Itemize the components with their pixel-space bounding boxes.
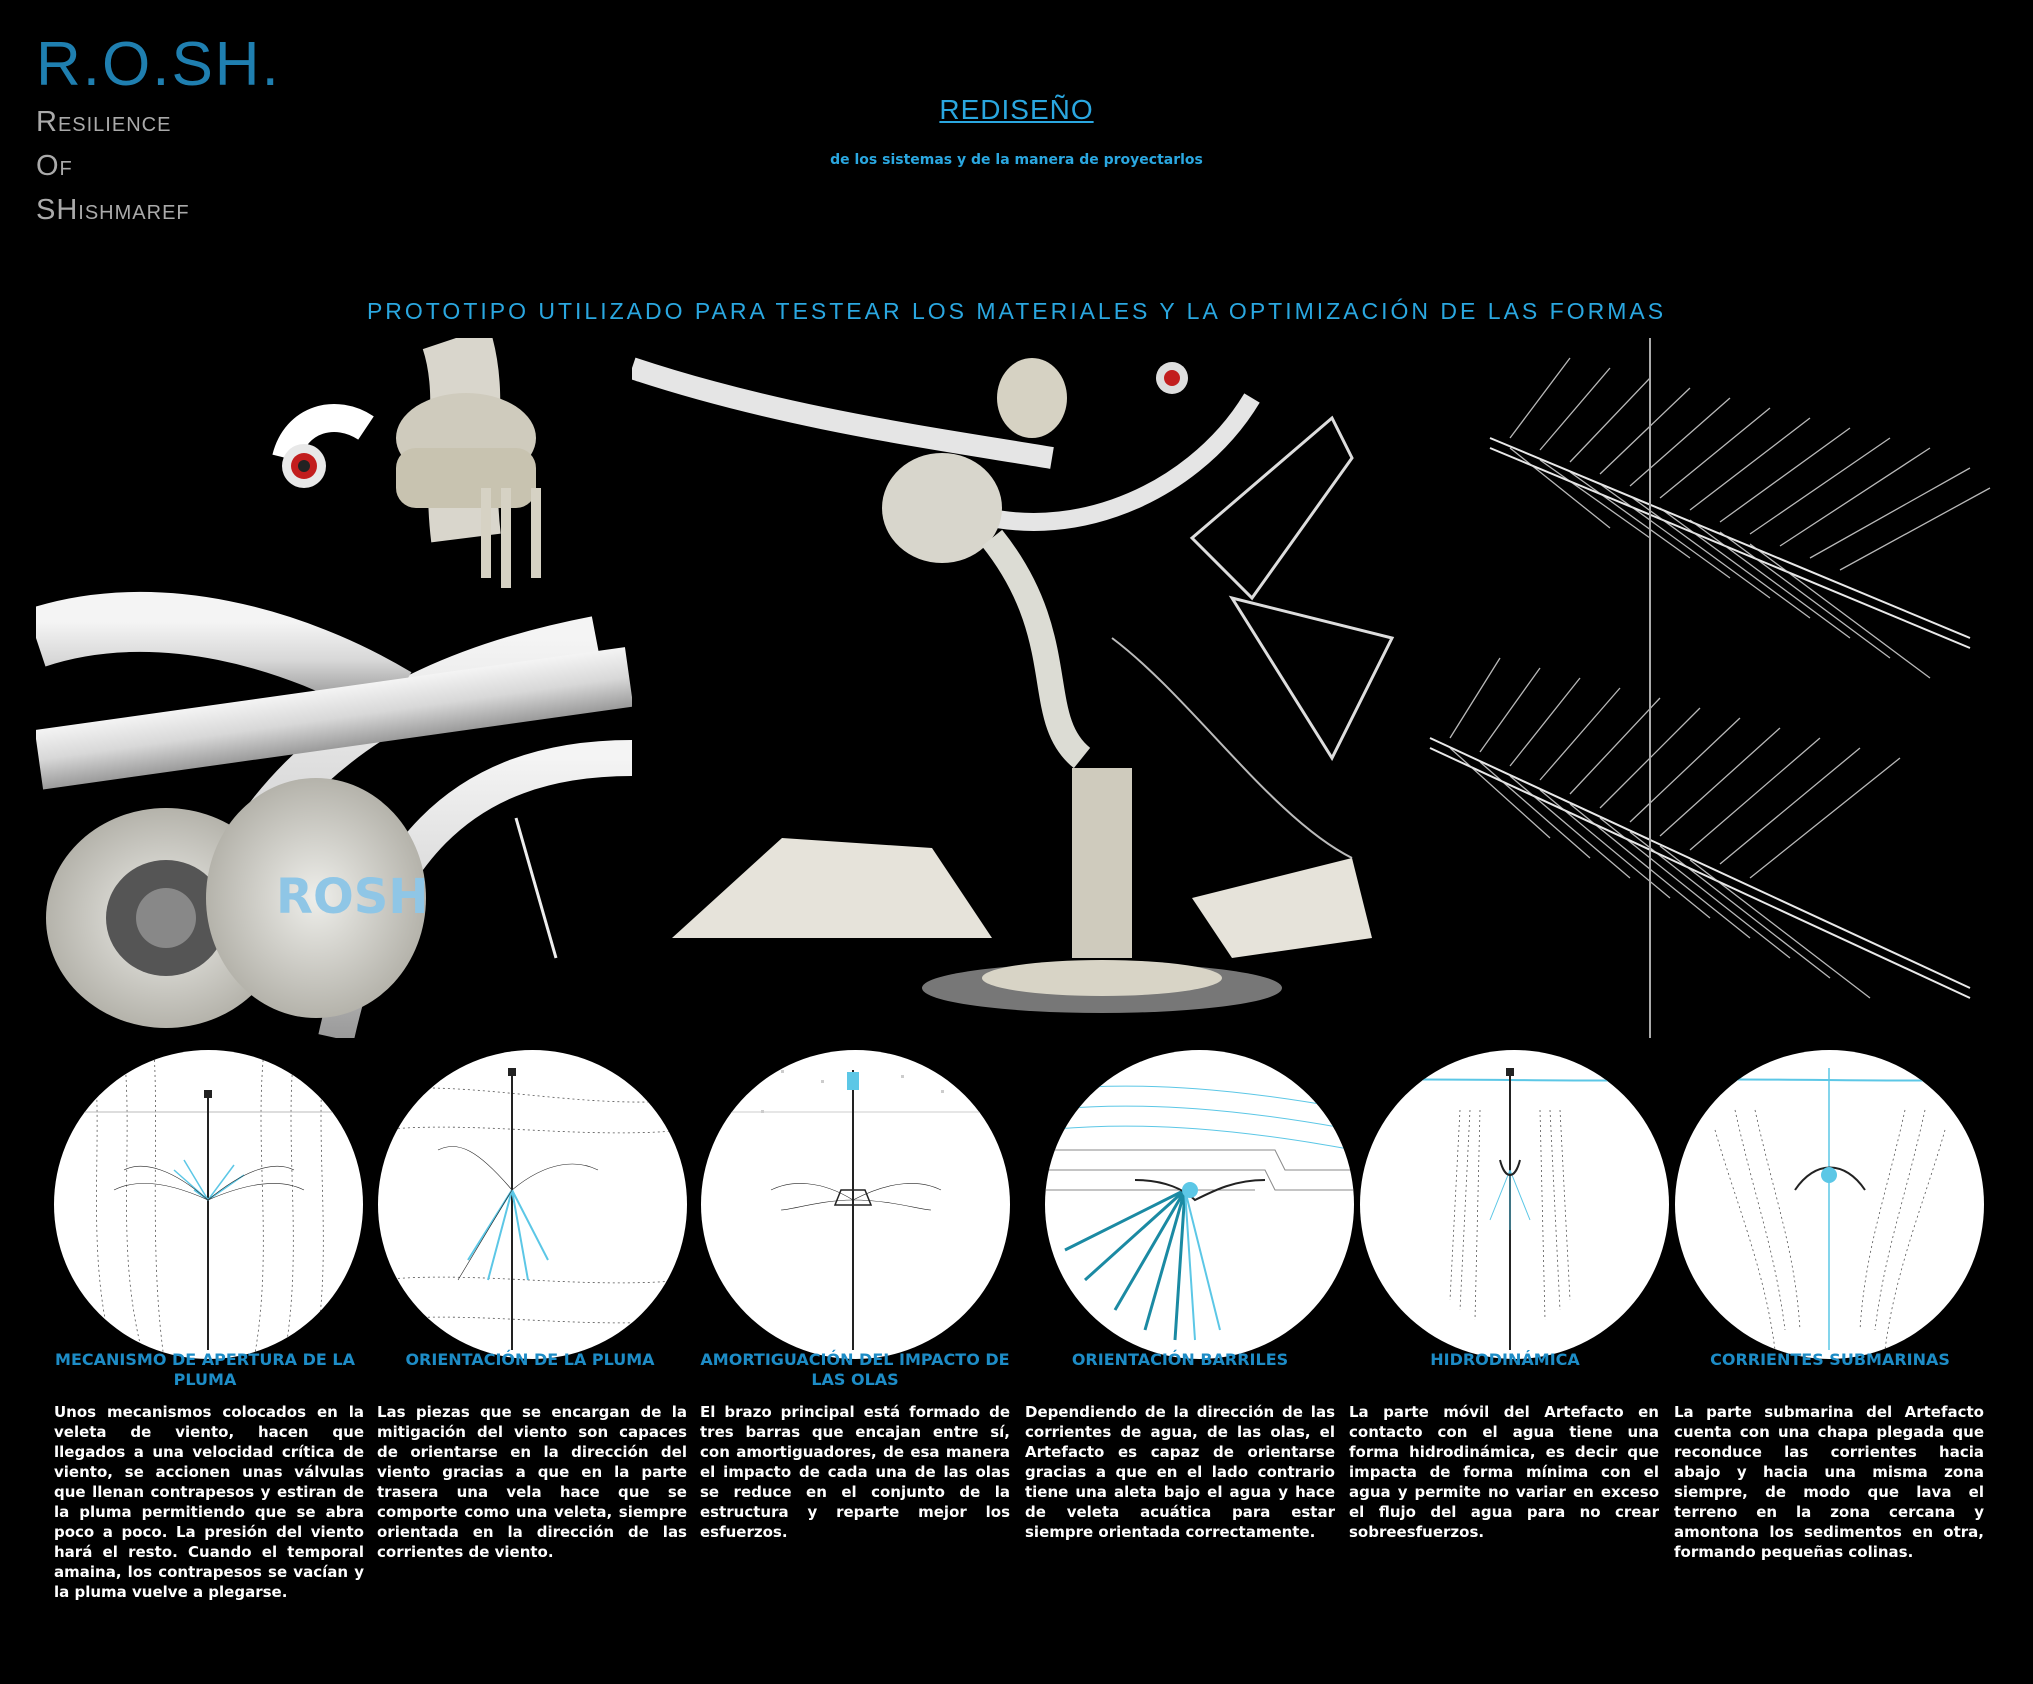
text-plume-opening: Unos mecanismos colocados en la veleta d…	[54, 1403, 364, 1601]
photo-rosh-label: ROSH	[276, 869, 429, 925]
text-barrel-orientation: Dependiendo de la dirección de las corri…	[1025, 1403, 1335, 1541]
logo: R.O.SH. Resilience Of SHishmaref	[36, 30, 281, 232]
logo-line-resilience: Resilience	[36, 106, 172, 138]
diagram-barrel-orientation	[1045, 1050, 1354, 1359]
text-underwater-currents: La parte submarina del Artefacto cuenta …	[1674, 1403, 1984, 1561]
diagram-wave-damping	[701, 1050, 1010, 1359]
text-wave-damping: El brazo principal está formado de tres …	[700, 1403, 1010, 1541]
logo-line-of: Of	[36, 150, 73, 182]
prototype-title: PROTOTIPO UTILIZADO PARA TESTEAR LOS MAT…	[366, 298, 1667, 324]
diagram-plume-opening	[54, 1050, 363, 1359]
photo-joint-closeup: ROSH	[36, 338, 632, 1038]
text-plume-orientation: Las piezas que se encargan de la mitigac…	[377, 1403, 687, 1561]
page-subtitle: de los sistemas y de la manera de proyec…	[830, 152, 1203, 168]
diagram-hydrodynamics	[1360, 1050, 1669, 1359]
photo-full-model	[632, 338, 1410, 1038]
logo-line-shishmaref: SHishmaref	[36, 194, 190, 226]
caption-plume-orientation: ORIENTACIÓN DE LA PLUMA	[405, 1350, 655, 1369]
caption-wave-damping: AMORTIGUACIÓN DEL IMPACTO DE LAS OLAS	[700, 1350, 1010, 1389]
photo-feathers	[1410, 338, 1997, 1038]
caption-barrel-orientation: ORIENTACIÓN BARRILES	[1071, 1350, 1289, 1369]
diagram-underwater-currents	[1675, 1050, 1984, 1359]
logo-title: R.O.SH.	[36, 30, 281, 99]
caption-plume-opening: MECANISMO DE APERTURA DE LA PLUMA	[55, 1350, 355, 1389]
diagram-plume-orientation	[378, 1050, 687, 1359]
page-title: REDISEÑO	[939, 94, 1094, 125]
caption-underwater-currents: CORRIENTES SUBMARINAS	[1710, 1350, 1950, 1369]
caption-hydrodynamics: HIDRODINÁMICA	[1430, 1350, 1580, 1369]
text-hydrodynamics: La parte móvil del Artefacto en contacto…	[1349, 1403, 1659, 1541]
